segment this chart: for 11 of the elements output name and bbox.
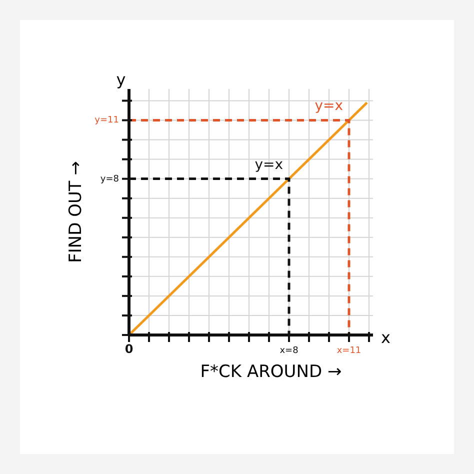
x-tick-label: x=8 bbox=[280, 346, 299, 356]
y-axis-title: FIND OUT → bbox=[66, 161, 86, 263]
x-tick-label: x=11 bbox=[336, 346, 362, 356]
annotation: y=x bbox=[314, 98, 343, 114]
text: y bbox=[116, 70, 126, 89]
x-tick-label: 0 bbox=[124, 342, 134, 356]
x-axis-title: F*CK AROUND → bbox=[200, 362, 342, 382]
annotation: y=x bbox=[254, 156, 283, 173]
text: x bbox=[381, 328, 390, 347]
y-tick-label: y=8 bbox=[100, 174, 120, 184]
y-tick-label: y=11 bbox=[94, 116, 119, 126]
